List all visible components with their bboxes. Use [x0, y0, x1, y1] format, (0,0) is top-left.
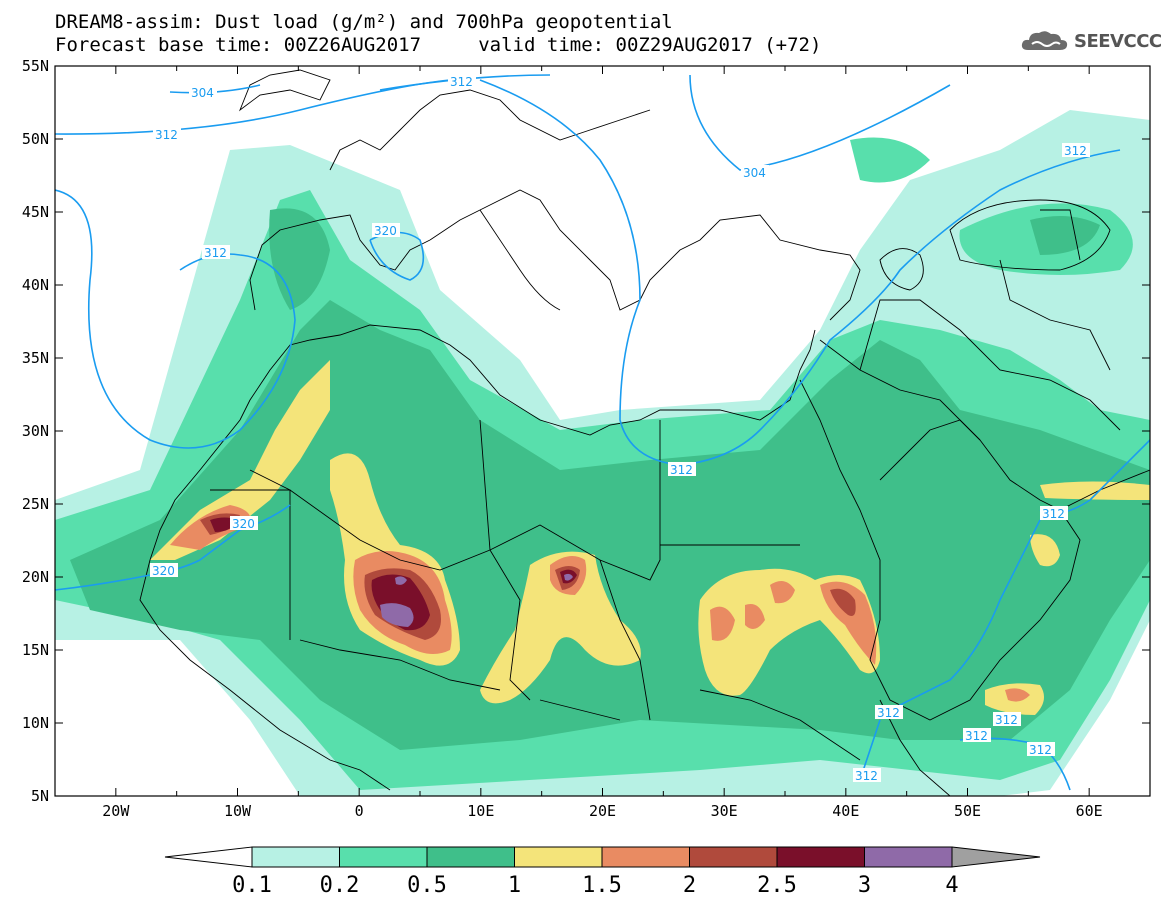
lon-label: 20E — [589, 802, 616, 820]
legend-label: 1.5 — [582, 873, 622, 898]
legend-high-arrow — [951, 846, 1041, 868]
lon-label: 60E — [1076, 802, 1103, 820]
legend-swatch — [339, 846, 428, 868]
lat-label: 20N — [22, 568, 49, 586]
lon-label: 30E — [711, 802, 738, 820]
lon-label: 40E — [832, 802, 859, 820]
legend-label: 0.2 — [320, 873, 360, 898]
contour-label: 312 — [202, 245, 230, 260]
lat-label: 50N — [22, 130, 49, 148]
lon-label: 50E — [954, 802, 981, 820]
svg-text:312: 312 — [1029, 743, 1052, 757]
contour-label: 304 — [741, 165, 769, 180]
lat-label: 10N — [22, 714, 49, 732]
axis-ticks — [54, 65, 1151, 797]
legend-swatch — [251, 846, 340, 868]
legend-label: 4 — [945, 873, 958, 898]
contour-label: 312 — [875, 705, 903, 720]
map-title: DREAM8-assim: Dust load (g/m²) and 700hP… — [55, 11, 673, 33]
legend-label: 2 — [683, 873, 696, 898]
brand-name: SEEVCCC — [1074, 30, 1162, 52]
svg-text:304: 304 — [743, 166, 766, 180]
legend-swatch — [864, 846, 953, 868]
svg-text:312: 312 — [965, 729, 988, 743]
svg-text:312: 312 — [1042, 507, 1065, 521]
svg-text:312: 312 — [995, 713, 1018, 727]
svg-text:320: 320 — [232, 517, 255, 531]
legend-label: 0.1 — [232, 873, 272, 898]
svg-text:312: 312 — [1064, 144, 1087, 158]
contour-label: 320 — [230, 516, 258, 531]
lon-label: 0 — [355, 802, 364, 820]
lon-label: 10E — [467, 802, 494, 820]
lat-label: 45N — [22, 203, 49, 221]
dust-load-field — [55, 110, 1150, 796]
contour-label: 320 — [150, 563, 178, 578]
svg-text:312: 312 — [204, 246, 227, 260]
lat-label: 30N — [22, 422, 49, 440]
legend-swatch — [689, 846, 778, 868]
contour-label: 312 — [993, 712, 1021, 727]
contour-label: 312 — [963, 728, 991, 743]
contour-labels: 304 312 312 312 304 312 320 312 312 320 … — [150, 74, 1090, 783]
legend-label: 1 — [508, 873, 521, 898]
lat-label: 5N — [31, 787, 49, 805]
brand-logo: SEEVCCC — [1020, 28, 1162, 54]
svg-text:312: 312 — [877, 706, 900, 720]
contour-label: 320 — [372, 223, 400, 238]
lat-label: 15N — [22, 641, 49, 659]
color-legend: 0.1 0.2 0.5 1 1.5 2 2.5 3 4 — [164, 846, 1041, 898]
contour-label: 312 — [1062, 143, 1090, 158]
cloud-icon — [1021, 31, 1068, 50]
contour-label: 312 — [853, 768, 881, 783]
legend-swatch — [514, 846, 603, 868]
longitude-labels: 20W 10W 0 10E 20E 30E 40E 50E 60E — [102, 802, 1102, 820]
legend-label: 3 — [858, 873, 871, 898]
legend-swatch — [776, 846, 865, 868]
map-subtitle: Forecast base time: 00Z26AUG2017 valid t… — [55, 34, 822, 56]
svg-text:312: 312 — [670, 463, 693, 477]
svg-text:312: 312 — [450, 75, 473, 89]
lat-label: 40N — [22, 276, 49, 294]
contour-label: 312 — [1040, 506, 1068, 521]
lon-label: 10W — [224, 802, 252, 820]
contour-label: 312 — [1027, 742, 1055, 757]
contour-label: 304 — [189, 85, 217, 100]
lat-label: 25N — [22, 495, 49, 513]
lon-label: 20W — [102, 802, 130, 820]
lat-label: 35N — [22, 349, 49, 367]
legend-low-arrow — [164, 846, 253, 868]
latitude-labels: 55N 50N 45N 40N 35N 30N 25N 20N 15N 10N 5N — [22, 57, 49, 805]
svg-text:312: 312 — [155, 128, 178, 142]
legend-label: 2.5 — [757, 873, 797, 898]
contour-label: 312 — [153, 127, 181, 142]
contour-label: 312 — [668, 462, 696, 477]
svg-text:312: 312 — [855, 769, 878, 783]
svg-text:304: 304 — [191, 86, 214, 100]
border-layer — [210, 209, 1121, 761]
svg-text:320: 320 — [152, 564, 175, 578]
legend-label: 0.5 — [407, 873, 447, 898]
contour-label: 312 — [448, 74, 476, 89]
svg-text:320: 320 — [374, 224, 397, 238]
legend-swatch — [426, 846, 515, 868]
legend-swatch — [601, 846, 690, 868]
lat-label: 55N — [22, 57, 49, 75]
